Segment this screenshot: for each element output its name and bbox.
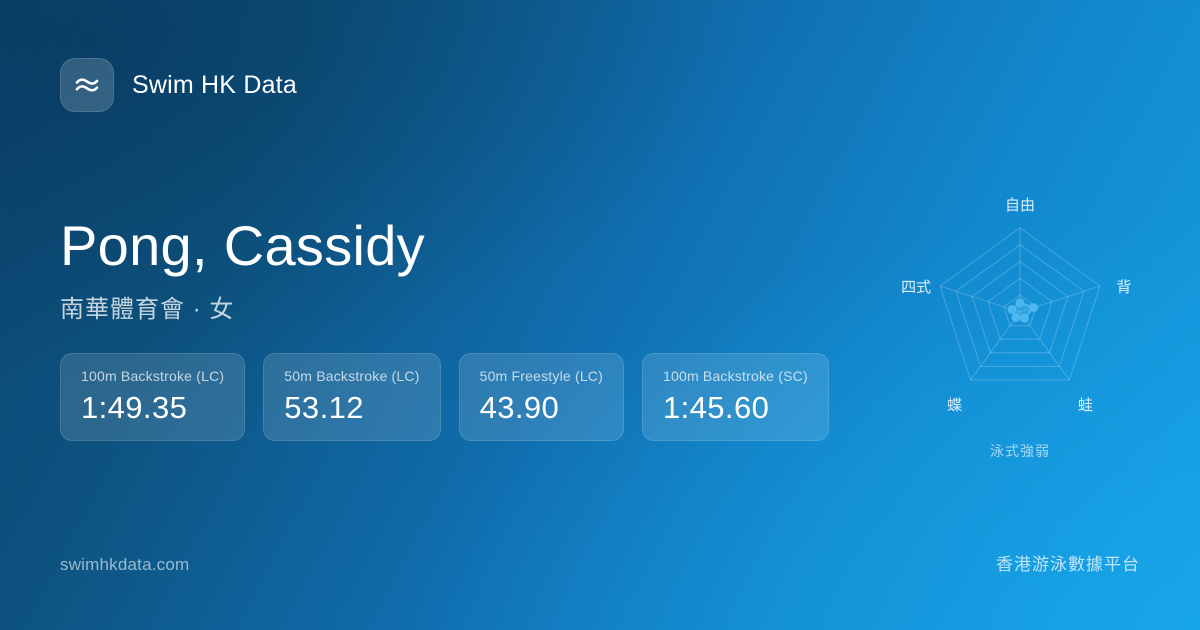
stat-card: 100m Backstroke (LC) 1:49.35 xyxy=(60,353,246,442)
radar-axis-label: 蛙 xyxy=(1078,397,1093,414)
stat-card-label: 100m Backstroke (SC) xyxy=(663,368,808,384)
radar-series xyxy=(1007,298,1039,323)
radar-axis-label: 蝶 xyxy=(947,397,962,414)
hero-block: Pong, Cassidy 南華體育會 · 女 xyxy=(60,215,425,324)
athlete-meta: 南華體育會 · 女 xyxy=(60,295,235,323)
wave-approx-icon xyxy=(60,58,114,112)
radar-chart: 自由背蛙 蝶 四式 xyxy=(860,160,1180,480)
stat-card-value: 1:45.60 xyxy=(663,389,770,425)
radar-axis-label: 背 xyxy=(1116,279,1131,296)
radar-axis-label: 四式 xyxy=(901,279,931,296)
stat-card-value: 1:49.35 xyxy=(81,389,188,425)
stat-card: 100m Backstroke (SC) 1:45.60 xyxy=(642,353,829,442)
stat-card-label: 50m Freestyle (LC) xyxy=(479,368,603,384)
stat-card: 50m Backstroke (LC) 53.12 xyxy=(263,353,441,442)
stat-card-label: 50m Backstroke (LC) xyxy=(284,368,420,384)
footer-tagline: 香港游泳數據平台 xyxy=(996,555,1140,574)
stat-card-list: 100m Backstroke (LC) 1:49.35 50m Backstr… xyxy=(60,353,829,442)
brand-name: Swim HK Data xyxy=(132,70,297,99)
radar-grid xyxy=(939,227,1101,381)
stat-card-label: 100m Backstroke (LC) xyxy=(81,368,225,384)
footer-site-url: swimhkdata.com xyxy=(60,555,190,574)
page-title: Pong, Cassidy xyxy=(60,214,425,277)
stat-card-value: 53.12 xyxy=(284,389,364,425)
radar-caption: 泳式強弱 xyxy=(990,443,1050,459)
stat-card: 50m Freestyle (LC) 43.90 xyxy=(458,353,624,442)
brand-header: Swim HK Data xyxy=(60,58,297,112)
stat-card-value: 43.90 xyxy=(479,389,560,425)
radar-axis-label: 自由 xyxy=(1005,197,1035,214)
